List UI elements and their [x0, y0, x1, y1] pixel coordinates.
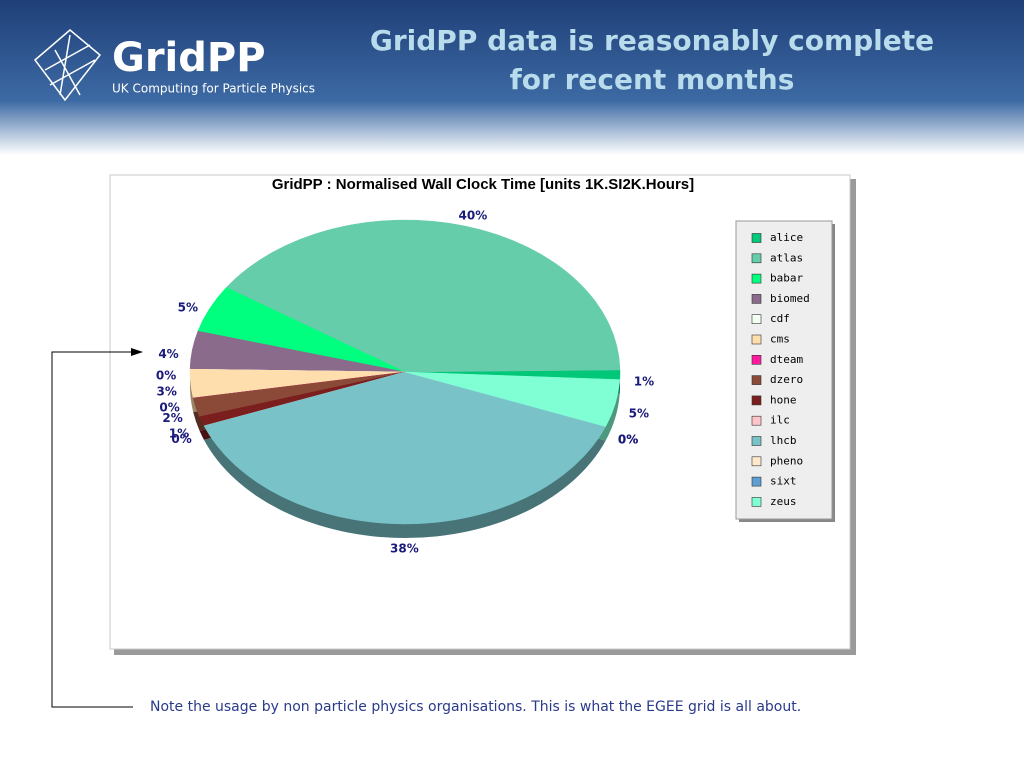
- legend-swatch: [751, 395, 762, 406]
- slice: [203, 371, 607, 525]
- value-label: 1%: [169, 427, 189, 441]
- value-label: 0%: [156, 368, 176, 382]
- legend-label: cms: [770, 333, 790, 346]
- legend-label: zeus: [770, 495, 797, 508]
- slide-title: for recent months: [510, 63, 795, 96]
- legend-label: pheno: [770, 454, 803, 467]
- header-band: [0, 0, 1024, 155]
- value-label: 0%: [618, 433, 638, 447]
- legend-label: biomed: [770, 292, 810, 305]
- value-label: 0%: [618, 433, 638, 447]
- legend-label: ilc: [770, 414, 790, 427]
- legend-swatch: [751, 436, 762, 446]
- value-label: 0%: [171, 432, 191, 446]
- legend-box: [735, 220, 833, 520]
- legend-label: sixt: [770, 475, 797, 488]
- logo: GridPP: [112, 35, 266, 81]
- legend-swatch: [751, 456, 762, 467]
- legend-label: alice: [770, 231, 803, 244]
- value-label: 38%: [390, 541, 419, 555]
- legend-swatch: [751, 294, 762, 304]
- slice: [404, 371, 620, 427]
- value-label: 3%: [157, 385, 177, 399]
- slide-title: GridPP data is reasonably complete: [370, 24, 934, 57]
- legend-swatch: [751, 354, 762, 365]
- chart-title: GridPP : Normalised Wall Clock Time [uni…: [272, 176, 694, 193]
- pie-chart: 1%40%5%4%0%3%0%2%1%0%38%0%0%5%aliceatlas…: [156, 209, 810, 556]
- legend-label: babar: [770, 272, 803, 285]
- legend-label: cdf: [770, 312, 790, 325]
- value-label: 40%: [459, 209, 488, 223]
- legend-swatch: [751, 375, 762, 385]
- value-label: 4%: [158, 347, 178, 361]
- legend-label: dzero: [770, 373, 803, 386]
- legend-label: dteam: [770, 353, 803, 366]
- legend-label: lhcb: [770, 434, 797, 447]
- value-label: 0%: [159, 401, 179, 415]
- arrow-head: [131, 348, 143, 356]
- logo-subtitle: UK Computing for Particle Physics: [112, 82, 315, 96]
- logo-icon: [33, 29, 102, 102]
- legend-swatch: [751, 273, 762, 284]
- note: Note the usage by non particle physics o…: [150, 699, 801, 715]
- legend-swatch: [751, 476, 762, 487]
- legend-swatch: [751, 233, 762, 243]
- legend-swatch: [751, 415, 762, 426]
- legend-label: atlas: [770, 251, 803, 264]
- legend-swatch: [751, 497, 762, 507]
- value-label: 2%: [162, 411, 182, 425]
- value-label: 5%: [178, 301, 198, 315]
- value-label: 5%: [629, 407, 649, 421]
- legend-swatch: [751, 253, 762, 264]
- connector: [51, 351, 133, 708]
- legend-label: hone: [770, 393, 797, 406]
- legend-swatch: [751, 334, 762, 345]
- value-label: 1%: [634, 375, 654, 389]
- legend-swatch: [751, 314, 762, 325]
